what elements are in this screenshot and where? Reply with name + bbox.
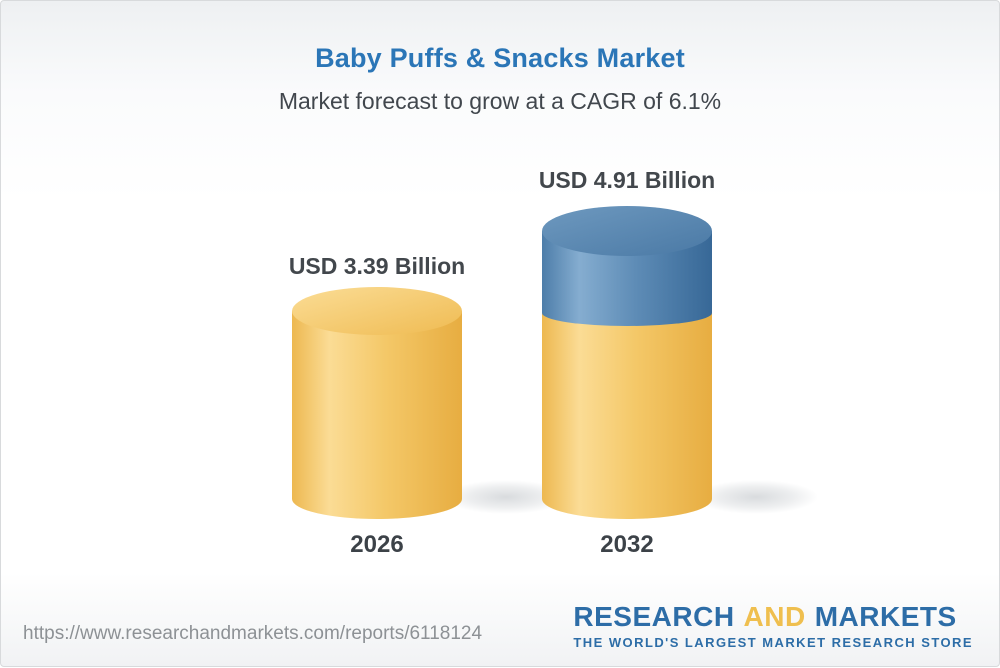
- bar-2026-shadow: [444, 480, 568, 514]
- logo-word-markets: MARKETS: [814, 601, 957, 632]
- value-label-2026: USD 3.39 Billion: [288, 253, 466, 279]
- report-url: https://www.researchandmarkets.com/repor…: [23, 623, 483, 644]
- page-subtitle: Market forecast to grow at a CAGR of 6.1…: [278, 88, 722, 114]
- bar-2026-cylinder: [292, 287, 462, 519]
- logo-word-and: AND: [743, 601, 806, 632]
- page-title: Baby Puffs & Snacks Market: [315, 43, 685, 73]
- bar-2032-cylinder: [542, 206, 712, 519]
- year-label-2026: 2026: [350, 531, 404, 558]
- year-label-2032: 2032: [600, 531, 654, 558]
- research-and-markets-logo: RESEARCH AND MARKETS THE WORLD'S LARGEST…: [573, 603, 973, 650]
- value-label-2032: USD 4.91 Billion: [538, 167, 716, 193]
- logo-word-research: RESEARCH: [573, 601, 735, 632]
- logo-tagline: THE WORLD'S LARGEST MARKET RESEARCH STOR…: [573, 635, 973, 650]
- bar-2032-shadow: [694, 480, 818, 514]
- logo-wordmark: RESEARCH AND MARKETS: [573, 603, 956, 631]
